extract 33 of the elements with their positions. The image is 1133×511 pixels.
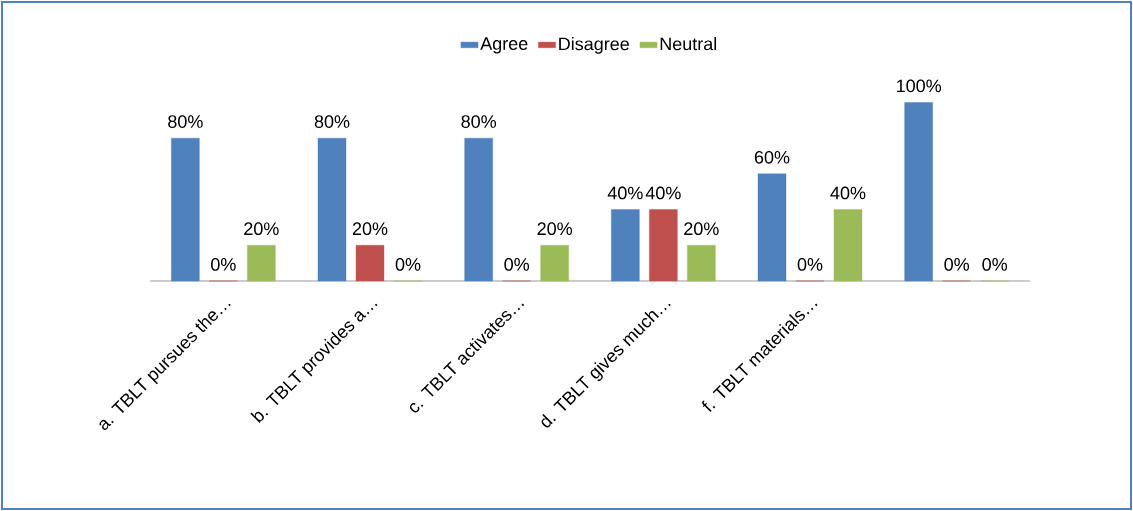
- legend-label: Agree: [480, 37, 528, 54]
- legend-label: Neutral: [660, 37, 717, 51]
- bar: [540, 245, 569, 282]
- bar: [247, 245, 276, 282]
- data-label: 40%: [830, 186, 866, 200]
- bar: [355, 245, 385, 282]
- legend-label: Disagree: [559, 37, 629, 54]
- data-label: 100%: [897, 79, 942, 93]
- data-label: 0%: [944, 258, 970, 271]
- data-label: 20%: [244, 222, 279, 236]
- data-label: 0%: [395, 258, 421, 271]
- data-label: 40%: [645, 186, 681, 200]
- bar: [904, 102, 933, 282]
- bar: [317, 137, 347, 282]
- data-label: 80%: [314, 115, 350, 128]
- bar: [687, 245, 716, 282]
- data-label: 20%: [352, 222, 388, 236]
- data-label: 80%: [461, 115, 497, 128]
- data-label: 0%: [797, 258, 823, 271]
- data-label: 0%: [504, 258, 530, 271]
- bar: [611, 209, 640, 282]
- data-label: 20%: [684, 222, 719, 236]
- data-label: 80%: [168, 115, 203, 128]
- bar: [171, 137, 200, 282]
- bar: [833, 209, 863, 282]
- data-label: 40%: [607, 186, 643, 200]
- data-label: 20%: [537, 222, 573, 236]
- bar: [464, 137, 493, 282]
- data-label: 60%: [754, 150, 790, 164]
- bar: [649, 209, 678, 282]
- data-label: 0%: [982, 258, 1008, 271]
- bar: [757, 173, 787, 282]
- data-label: 0%: [211, 258, 236, 271]
